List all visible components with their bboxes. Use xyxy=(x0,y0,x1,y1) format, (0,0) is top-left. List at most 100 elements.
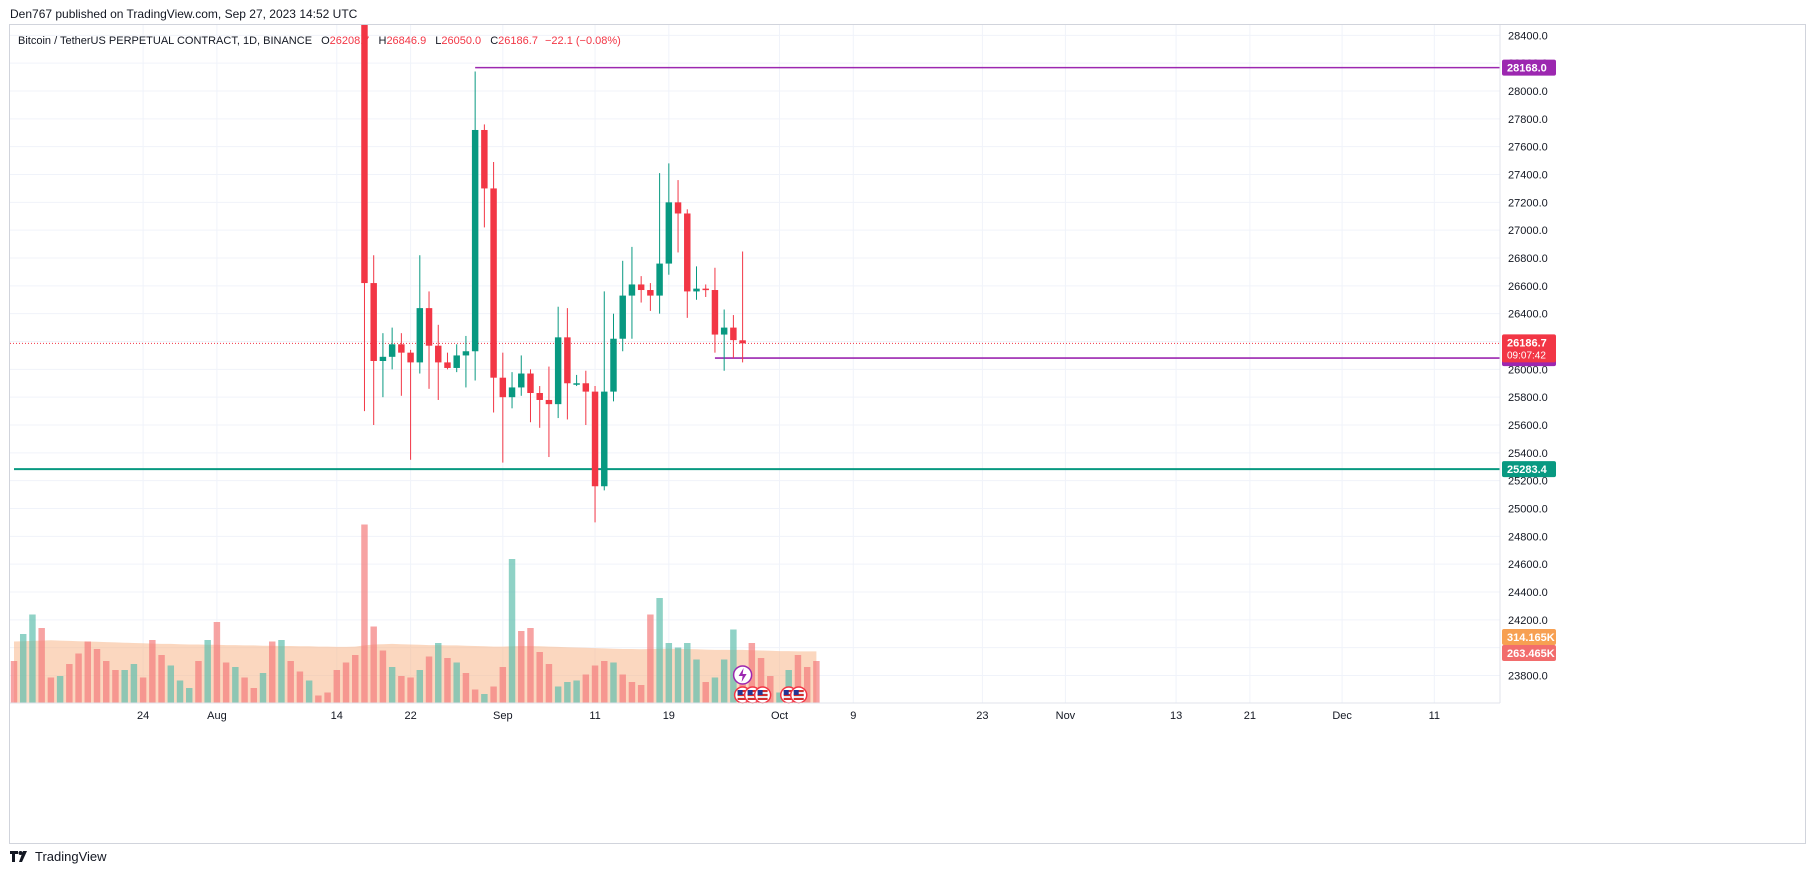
volume-bar xyxy=(444,658,451,703)
volume-bar xyxy=(508,559,516,703)
candle-body xyxy=(407,352,414,363)
candle-body xyxy=(453,355,460,368)
time-tick-label: 23 xyxy=(976,710,988,722)
volume-bar xyxy=(269,641,276,703)
volume-bar xyxy=(232,667,239,703)
candle xyxy=(379,333,387,398)
time-tick-label: Dec xyxy=(1332,710,1352,722)
candle-body xyxy=(398,344,405,353)
open-value: 26208.7 xyxy=(329,35,370,47)
footer-brand: TradingView xyxy=(35,849,107,864)
volume-bar xyxy=(379,650,387,703)
volume-bar xyxy=(416,670,424,703)
volume-bar xyxy=(619,674,626,703)
lightning-icon xyxy=(732,665,753,685)
volume-bar xyxy=(315,695,322,703)
candle-body xyxy=(518,373,525,388)
candle xyxy=(693,266,700,300)
symbol-title[interactable]: Bitcoin / TetherUS PERPETUAL CONTRACT, 1… xyxy=(18,35,313,47)
candle-body xyxy=(674,202,682,214)
volume-bar xyxy=(47,677,55,703)
candle-body xyxy=(490,188,497,378)
time-tick-label: 11 xyxy=(589,710,600,722)
volume-bar xyxy=(702,682,709,703)
volume-bar xyxy=(462,673,470,703)
chart-container[interactable]: 23800.024000.024200.024400.024600.024800… xyxy=(9,24,1806,844)
volume-bar xyxy=(536,652,543,703)
candle xyxy=(573,374,580,387)
candle-body xyxy=(684,213,691,292)
volume-bar xyxy=(10,661,18,703)
candle xyxy=(435,324,442,400)
volume-bar xyxy=(601,661,608,703)
volume-bar xyxy=(19,634,27,703)
volume-bar xyxy=(296,671,304,703)
volume-bar xyxy=(139,677,147,703)
footer[interactable]: TradingView xyxy=(10,849,107,864)
candle-body xyxy=(527,373,534,394)
time-tick-label: 19 xyxy=(663,710,675,722)
candle xyxy=(527,369,534,423)
volume-bar xyxy=(637,685,645,703)
volume-bar xyxy=(564,682,571,703)
time-tick-label: 24 xyxy=(137,710,149,722)
price-tick-label: 26600.0 xyxy=(1508,281,1548,293)
candle xyxy=(407,349,414,460)
candle xyxy=(508,372,516,409)
grid xyxy=(10,25,1500,703)
tradingview-logo-icon xyxy=(10,850,27,862)
volume-bar xyxy=(305,680,313,703)
price-tick-label: 25800.0 xyxy=(1508,392,1548,404)
publish-info: Den767 published on TradingView.com, Sep… xyxy=(10,7,358,21)
volume-bar xyxy=(518,631,525,703)
candle-body xyxy=(573,383,580,385)
volume-bar xyxy=(398,676,405,703)
volume-bar xyxy=(121,670,128,703)
volume-label: 263.465K xyxy=(1507,648,1555,660)
volume-bar xyxy=(794,655,802,703)
candle xyxy=(370,255,377,426)
price-tick-label: 23800.0 xyxy=(1508,671,1548,683)
volume-bar xyxy=(767,676,774,703)
volume-bar xyxy=(241,677,248,703)
candle-body xyxy=(425,308,433,346)
open-label: O xyxy=(321,35,330,47)
candle-body xyxy=(471,129,479,352)
candle-body xyxy=(693,288,700,292)
volume-pane xyxy=(10,524,820,703)
volume-bar xyxy=(388,667,396,703)
volume-bar xyxy=(370,626,377,703)
last-price-label: 26186.7 xyxy=(1507,337,1547,349)
time-tick-label: 13 xyxy=(1170,710,1182,722)
price-tick-label: 26000.0 xyxy=(1508,364,1548,376)
volume-bar xyxy=(29,614,36,703)
candle xyxy=(471,71,479,381)
candle-body xyxy=(601,391,608,487)
candle-body xyxy=(444,362,451,368)
volume-bar xyxy=(167,665,175,703)
volume-bar xyxy=(674,647,682,703)
close-label: C xyxy=(490,35,499,47)
price-tick-label: 24400.0 xyxy=(1508,587,1548,599)
candle xyxy=(610,313,617,402)
price-chart[interactable]: 23800.024000.024200.024400.024600.024800… xyxy=(10,25,1806,844)
volume-bar xyxy=(628,682,636,703)
volume-bar xyxy=(84,641,92,703)
time-tick-label: Oct xyxy=(771,710,788,722)
price-tick-label: 24600.0 xyxy=(1508,559,1548,571)
candle xyxy=(637,276,645,303)
volume-bar xyxy=(554,686,562,703)
candle xyxy=(619,260,626,352)
volume-bar xyxy=(481,694,488,703)
price-tick-label: 27200.0 xyxy=(1508,197,1548,209)
low-value: 26050.0 xyxy=(441,35,482,47)
candle xyxy=(388,327,396,370)
level-label-key-level-bg xyxy=(1502,461,1556,478)
candle xyxy=(730,315,737,359)
volume-bar xyxy=(186,688,193,703)
candle xyxy=(591,386,599,523)
volume-bar xyxy=(656,598,663,703)
time-tick-label: 11 xyxy=(1429,710,1440,722)
candle xyxy=(656,173,663,314)
price-tick-label: 27000.0 xyxy=(1508,225,1548,237)
